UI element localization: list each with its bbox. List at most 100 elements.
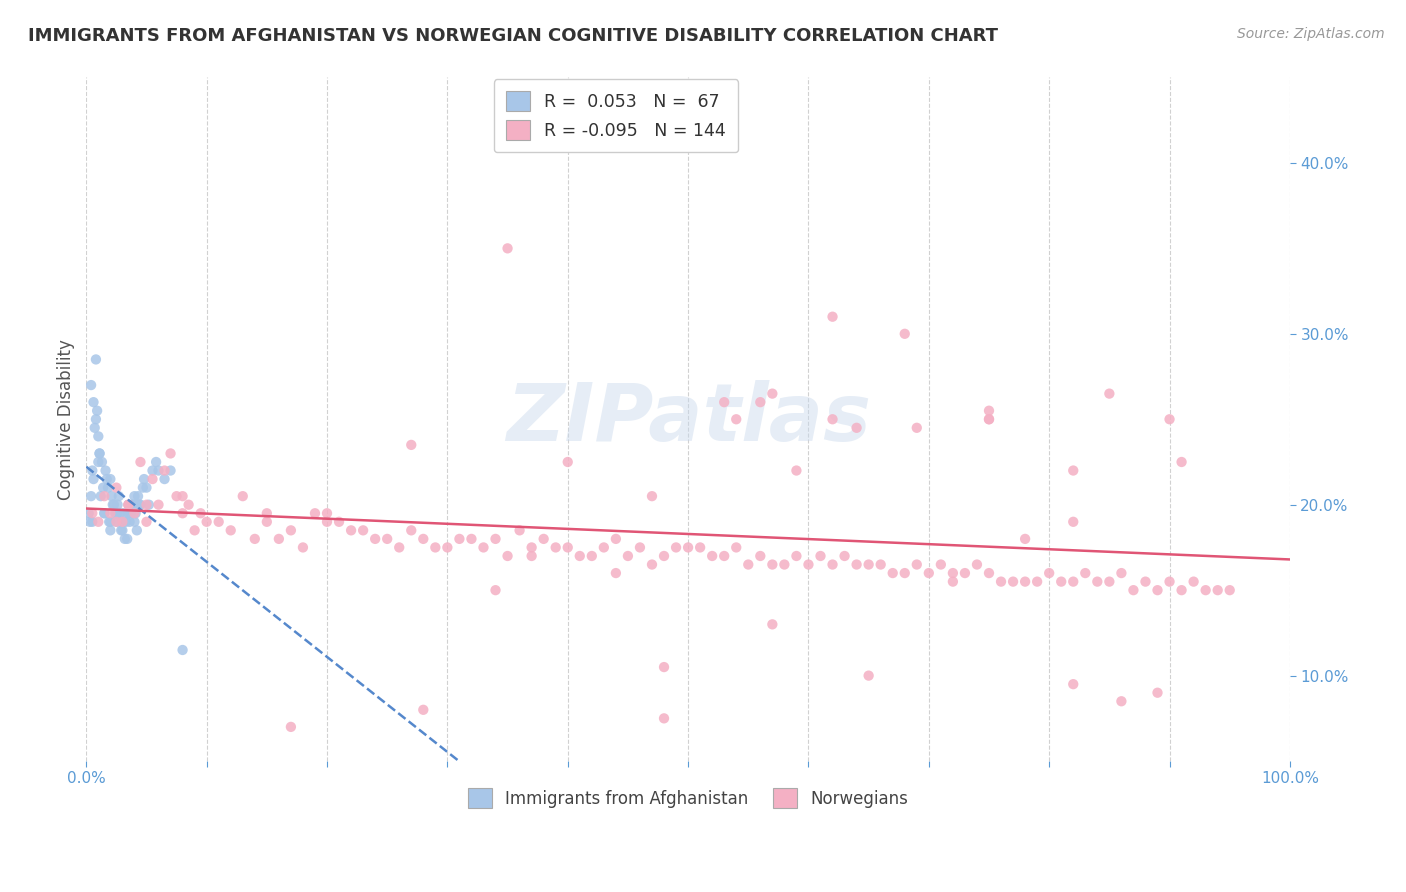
Point: [148, 464, 170, 478]
Point: [100, 489, 122, 503]
Point: [340, 524, 363, 538]
Point: [676, 541, 699, 555]
Point: [129, 455, 152, 469]
Text: IMMIGRANTS FROM AFGHANISTAN VS NORWEGIAN COGNITIVE DISABILITY CORRELATION CHART: IMMIGRANTS FROM AFGHANISTAN VS NORWEGIAN…: [28, 27, 998, 45]
Point: [496, 241, 519, 255]
Point: [316, 506, 339, 520]
Point: [1062, 464, 1084, 478]
Point: [592, 541, 614, 555]
Point: [1098, 574, 1121, 589]
Point: [104, 506, 127, 520]
Point: [713, 549, 735, 563]
Point: [117, 506, 139, 520]
Legend: Immigrants from Afghanistan, Norwegians: Immigrants from Afghanistan, Norwegians: [461, 781, 914, 814]
Point: [82, 506, 104, 520]
Point: [520, 541, 543, 555]
Point: [87, 455, 110, 469]
Point: [557, 455, 579, 469]
Point: [702, 549, 724, 563]
Point: [172, 489, 194, 503]
Point: [520, 549, 543, 563]
Point: [256, 506, 278, 520]
Point: [1098, 386, 1121, 401]
Point: [1146, 583, 1168, 598]
Point: [304, 506, 326, 520]
Point: [115, 532, 138, 546]
Point: [80, 489, 103, 503]
Point: [761, 617, 783, 632]
Text: ZIPatlas: ZIPatlas: [506, 380, 870, 458]
Point: [98, 524, 121, 538]
Point: [436, 541, 458, 555]
Point: [1074, 566, 1097, 580]
Point: [103, 498, 125, 512]
Point: [190, 506, 212, 520]
Point: [977, 403, 1000, 417]
Point: [128, 498, 150, 512]
Point: [122, 498, 145, 512]
Point: [1026, 574, 1049, 589]
Point: [153, 464, 176, 478]
Point: [1135, 574, 1157, 589]
Point: [108, 506, 131, 520]
Point: [90, 489, 112, 503]
Point: [328, 515, 350, 529]
Point: [1111, 694, 1133, 708]
Point: [412, 532, 434, 546]
Point: [93, 489, 115, 503]
Point: [652, 660, 675, 674]
Point: [159, 464, 181, 478]
Point: [893, 566, 915, 580]
Point: [990, 574, 1012, 589]
Point: [905, 421, 928, 435]
Point: [882, 566, 904, 580]
Point: [93, 506, 115, 520]
Point: [138, 498, 160, 512]
Point: [98, 515, 121, 529]
Point: [112, 506, 135, 520]
Point: [689, 541, 711, 555]
Y-axis label: Cognitive Disability: Cognitive Disability: [58, 339, 75, 500]
Point: [172, 506, 194, 520]
Point: [195, 515, 218, 529]
Point: [544, 541, 567, 555]
Point: [1062, 574, 1084, 589]
Point: [117, 498, 139, 512]
Point: [725, 541, 748, 555]
Point: [98, 515, 121, 529]
Point: [243, 532, 266, 546]
Point: [316, 515, 339, 529]
Point: [713, 395, 735, 409]
Point: [129, 498, 152, 512]
Point: [375, 532, 398, 546]
Point: [1002, 574, 1025, 589]
Point: [1062, 677, 1084, 691]
Point: [110, 524, 132, 538]
Point: [97, 481, 120, 495]
Point: [858, 558, 880, 572]
Point: [725, 412, 748, 426]
Point: [509, 524, 531, 538]
Point: [159, 446, 181, 460]
Point: [966, 558, 988, 572]
Point: [115, 515, 138, 529]
Point: [135, 481, 157, 495]
Point: [117, 498, 139, 512]
Point: [111, 524, 134, 538]
Point: [114, 532, 136, 546]
Point: [86, 403, 108, 417]
Point: [77, 506, 100, 520]
Point: [121, 498, 143, 512]
Point: [219, 524, 242, 538]
Point: [425, 541, 447, 555]
Point: [118, 515, 141, 529]
Point: [83, 395, 105, 409]
Point: [89, 446, 111, 460]
Point: [810, 549, 832, 563]
Point: [89, 446, 111, 460]
Point: [93, 506, 115, 520]
Point: [533, 532, 555, 546]
Point: [141, 464, 163, 478]
Point: [1014, 574, 1036, 589]
Point: [1170, 583, 1192, 598]
